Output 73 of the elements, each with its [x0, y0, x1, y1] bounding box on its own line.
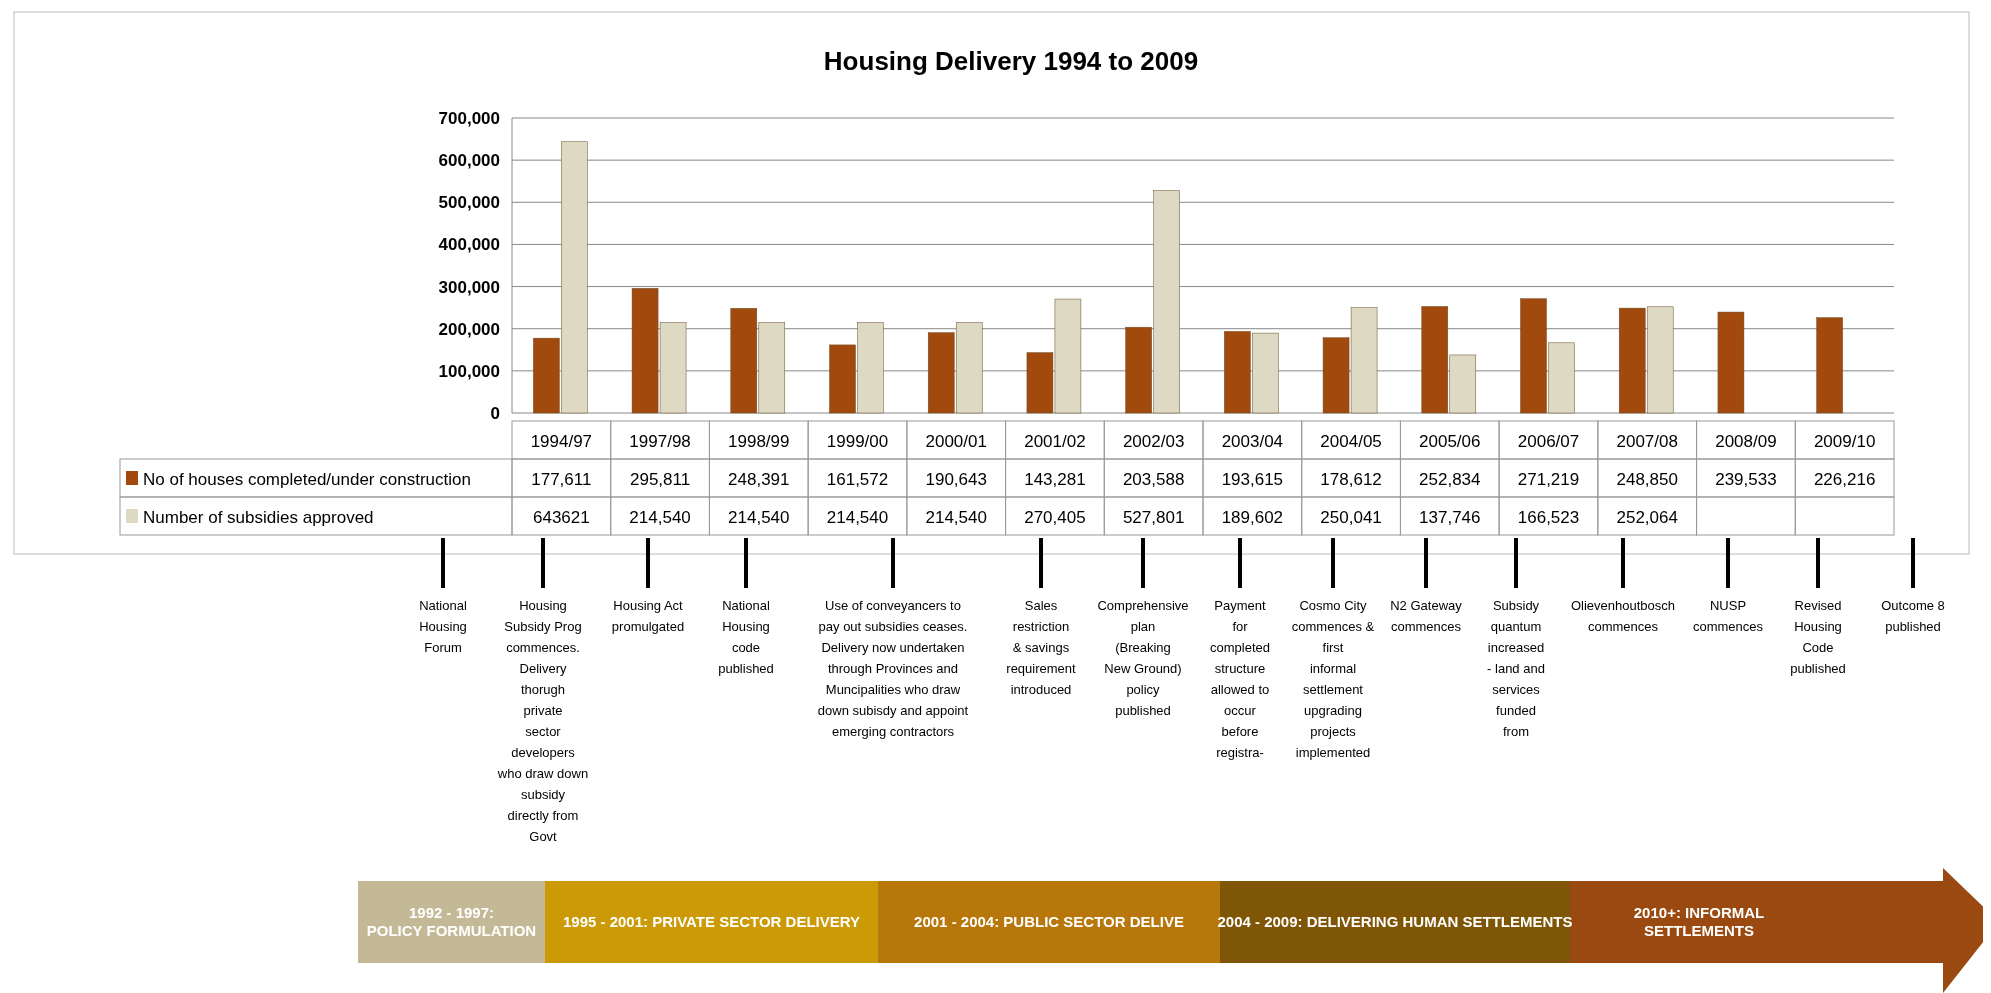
y-tick-label: 0 — [490, 404, 500, 423]
data-label: 270,405 — [1024, 508, 1086, 527]
data-label: 189,602 — [1221, 508, 1284, 527]
legend-label: Number of subsidies approved — [143, 508, 374, 527]
data-label: 193,615 — [1221, 470, 1284, 489]
x-tick-label: 1998/99 — [728, 432, 790, 451]
data-label: 177,611 — [531, 470, 592, 489]
data-label: 248,391 — [728, 470, 790, 489]
data-label: 271,219 — [1517, 470, 1580, 489]
x-tick-label: 2000/01 — [925, 432, 987, 451]
data-label: 166,523 — [1517, 508, 1580, 527]
data-label: 143,281 — [1024, 470, 1086, 489]
text: 2004 - 2009: DELIVERING HUMAN SETTLEMENTS — [1217, 913, 1573, 930]
y-tick-label: 700,000 — [438, 109, 500, 128]
x-tick-label: 1999/00 — [826, 432, 889, 451]
text: Use of conveyancers to pay out subsidies ceases. Delivery now undertaken through Provinces and Muncipalities who draw down subisdy and appoint emerging contractors — [817, 598, 969, 739]
text: Subsidy quantum increased - land and services funded from — [1487, 598, 1545, 739]
text: Sales restriction & savings requirement introduced — [1006, 598, 1077, 697]
x-tick-label: 2002/03 — [1122, 432, 1185, 451]
data-label: 252,834 — [1419, 470, 1481, 489]
x-tick-label: 1994/97 — [530, 432, 593, 451]
x-tick-label: 2006/07 — [1517, 432, 1580, 451]
x-tick-label: 2005/06 — [1419, 432, 1481, 451]
y-tick-label: 100,000 — [438, 361, 500, 381]
text: 1995 - 2001: PRIVATE SECTOR DELIVERY — [562, 913, 861, 930]
data-label: 214,540 — [925, 508, 987, 527]
data-label: 203,588 — [1122, 470, 1185, 489]
text: 2001 - 2004: PUBLIC SECTOR DELIVE — [914, 913, 1184, 930]
data-label: 252,064 — [1616, 508, 1678, 527]
y-tick-label: 200,000 — [438, 319, 500, 339]
x-tick-label: 1997/98 — [629, 432, 691, 451]
data-label: 248,850 — [1616, 470, 1678, 489]
y-tick-label: 500,000 — [438, 193, 500, 213]
text: Revised Housing Code published — [1790, 598, 1846, 676]
text: Comprehensive plan (Breaking New Ground) policy published — [1097, 598, 1189, 718]
data-label: 178,612 — [1320, 470, 1382, 489]
text: N2 Gateway commences — [1390, 598, 1463, 634]
data-label: 527,801 — [1122, 508, 1185, 527]
chart-title: Housing Delivery 1994 to 2009 — [823, 46, 1199, 76]
legend-label: No of houses completed/under construction — [143, 470, 471, 489]
text: Housing Act promulgated — [611, 598, 685, 634]
text: 1992 - 1997: POLICY FORMULATION — [366, 904, 537, 939]
data-label: 214,540 — [826, 508, 889, 527]
x-tick-label: 2009/10 — [1813, 432, 1876, 451]
text: Olievenhoutbosch commences — [1570, 598, 1676, 634]
data-label: 161,572 — [826, 470, 889, 489]
text: Outcome 8 published — [1881, 598, 1945, 634]
bar — [1816, 317, 1843, 414]
text: National Housing code published — [718, 598, 774, 676]
text: National Housing Forum — [419, 598, 467, 655]
data-label: 190,643 — [925, 470, 987, 489]
data-label: 239,533 — [1715, 470, 1777, 489]
bar — [1717, 311, 1745, 414]
data-label: 214,540 — [629, 508, 691, 527]
data-label: 137,746 — [1419, 508, 1481, 527]
data-label: 226,216 — [1813, 470, 1876, 489]
y-tick-label: 300,000 — [438, 277, 500, 297]
x-tick-label: 2008/09 — [1715, 432, 1777, 451]
x-tick-label: 2007/08 — [1616, 432, 1678, 451]
text: Cosmo City commences & first informal settlement upgrading projects implemented — [1291, 598, 1375, 760]
y-tick-label: 600,000 — [438, 151, 500, 171]
data-label: 214,540 — [728, 508, 790, 527]
x-tick-label: 2003/04 — [1221, 432, 1284, 451]
data-label: 250,041 — [1320, 508, 1382, 527]
text: Payment for completed structure allowed to occur before registra- — [1210, 598, 1270, 760]
text: 2010+: INFORMAL SETTLEMENTS — [1633, 904, 1765, 939]
x-tick-label: 2004/05 — [1320, 432, 1382, 451]
text: NUSP commences — [1692, 598, 1764, 634]
data-label: 295,811 — [629, 470, 691, 489]
text: Housing Subsidy Prog commences. Delivery thorugh private sector developers who draw down subsidy directly from Govt — [497, 598, 589, 844]
x-tick-label: 2001/02 — [1024, 432, 1086, 451]
data-label: 643621 — [532, 508, 590, 527]
y-tick-label: 400,000 — [438, 235, 500, 255]
